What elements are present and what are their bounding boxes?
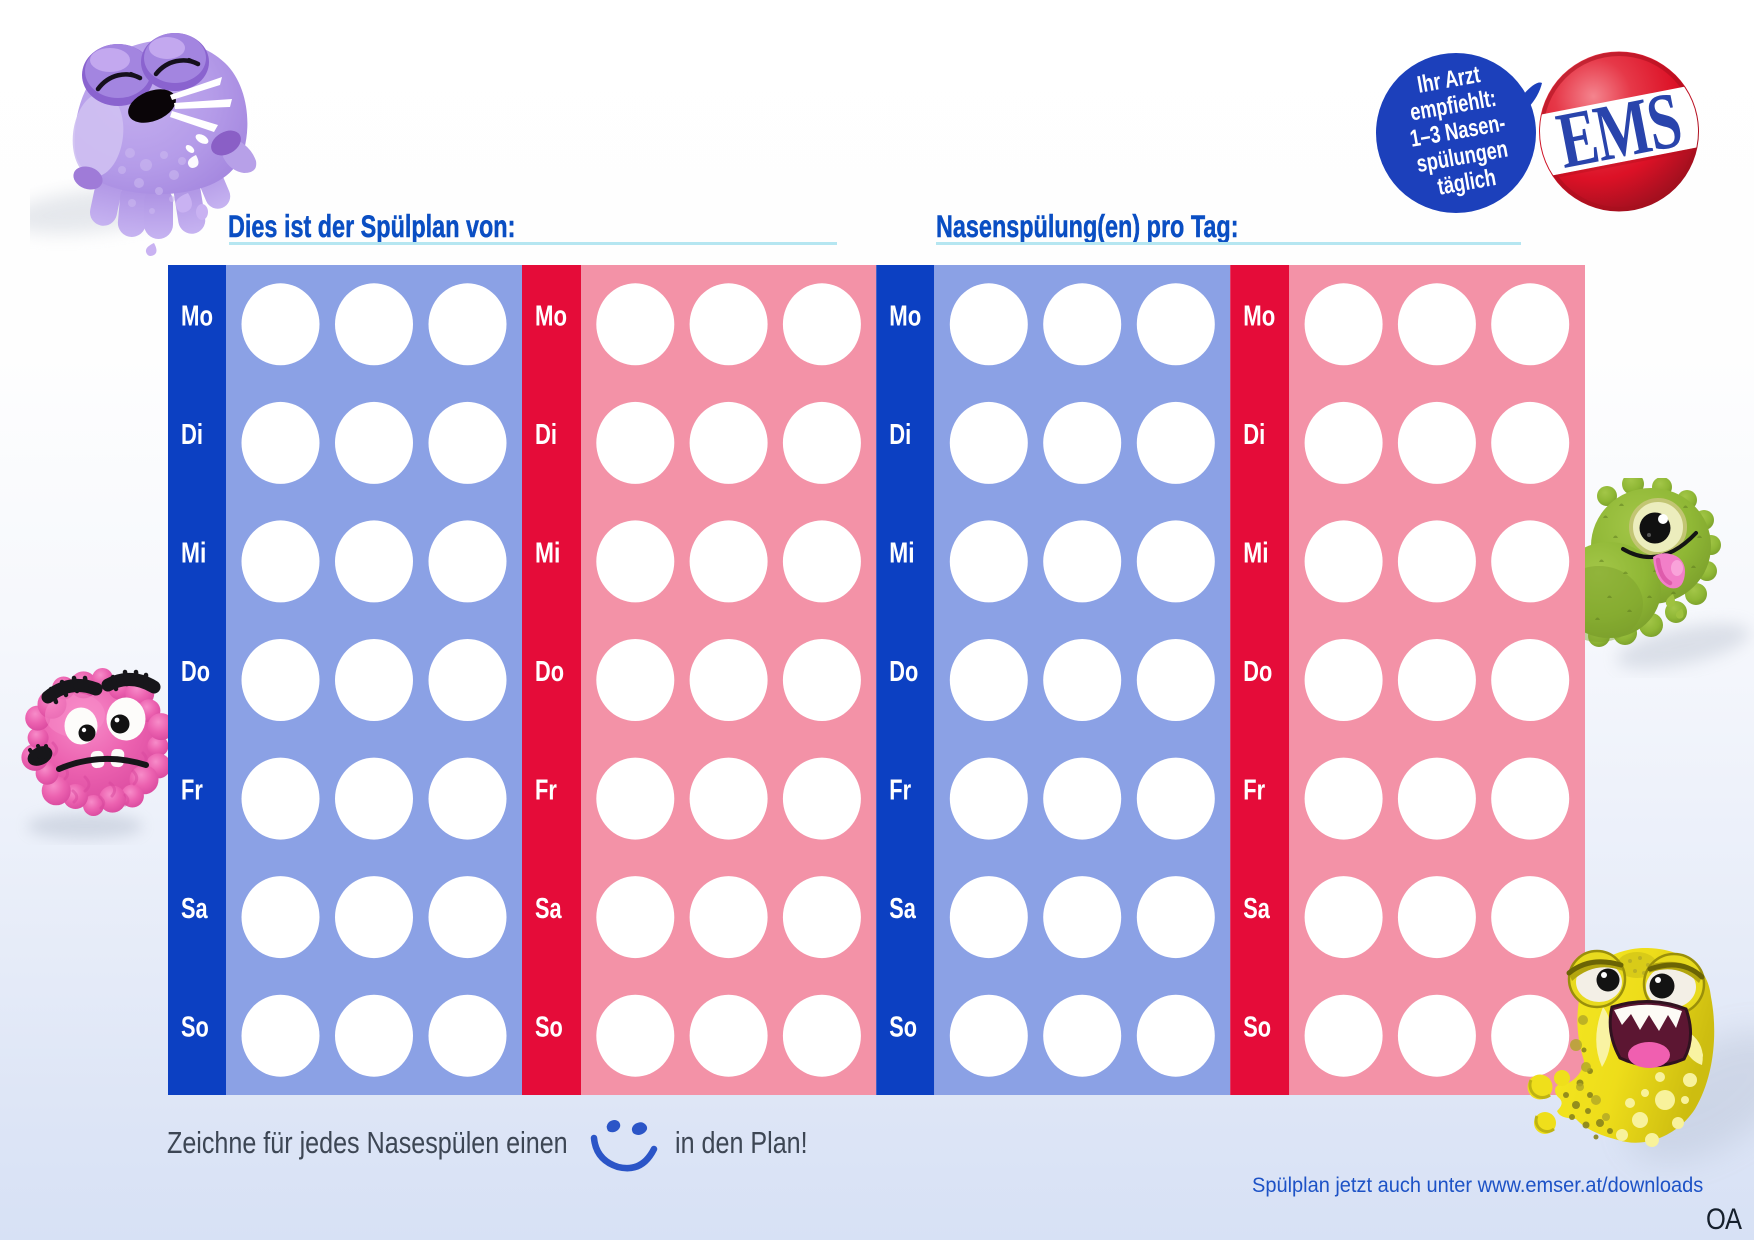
- svg-text:Fr: Fr: [181, 775, 203, 807]
- svg-text:Mi: Mi: [181, 537, 206, 569]
- svg-text:Sa: Sa: [535, 893, 562, 925]
- svg-text:Fr: Fr: [889, 775, 911, 807]
- svg-text:Mi: Mi: [535, 537, 560, 569]
- svg-text:Mo: Mo: [889, 300, 921, 332]
- svg-text:Di: Di: [1243, 419, 1265, 451]
- svg-text:Do: Do: [535, 656, 564, 688]
- svg-text:Do: Do: [181, 656, 210, 688]
- svg-text:Sa: Sa: [889, 893, 916, 925]
- svg-text:Mo: Mo: [535, 300, 567, 332]
- svg-text:Sa: Sa: [181, 893, 208, 925]
- svg-text:Do: Do: [889, 656, 918, 688]
- svg-text:Di: Di: [535, 419, 557, 451]
- svg-text:Di: Di: [181, 419, 203, 451]
- svg-text:Mo: Mo: [1243, 300, 1275, 332]
- svg-text:So: So: [181, 1012, 209, 1044]
- svg-text:Fr: Fr: [1243, 775, 1265, 807]
- svg-text:Do: Do: [1243, 656, 1272, 688]
- svg-text:So: So: [889, 1012, 917, 1044]
- svg-text:Mi: Mi: [889, 537, 914, 569]
- svg-text:Di: Di: [889, 419, 911, 451]
- svg-text:Sa: Sa: [1243, 893, 1270, 925]
- svg-text:So: So: [1243, 1012, 1271, 1044]
- svg-text:Fr: Fr: [535, 775, 557, 807]
- svg-text:Mo: Mo: [181, 300, 213, 332]
- svg-text:Mi: Mi: [1243, 537, 1268, 569]
- svg-text:So: So: [535, 1012, 563, 1044]
